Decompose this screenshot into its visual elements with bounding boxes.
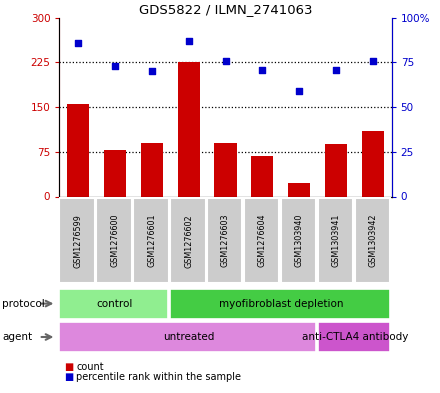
Point bbox=[370, 57, 377, 64]
FancyBboxPatch shape bbox=[318, 198, 353, 283]
Point bbox=[296, 88, 303, 94]
Bar bbox=[251, 156, 274, 196]
Text: ■: ■ bbox=[64, 362, 73, 372]
Bar bbox=[104, 150, 126, 196]
Point bbox=[148, 68, 155, 74]
FancyBboxPatch shape bbox=[170, 198, 205, 283]
Text: untreated: untreated bbox=[163, 332, 214, 342]
Text: GSM1276599: GSM1276599 bbox=[73, 214, 82, 268]
FancyBboxPatch shape bbox=[207, 198, 242, 283]
Bar bbox=[141, 143, 163, 196]
Point bbox=[259, 66, 266, 73]
FancyBboxPatch shape bbox=[59, 198, 95, 283]
Text: GSM1276603: GSM1276603 bbox=[221, 214, 230, 268]
Bar bbox=[325, 144, 347, 196]
Bar bbox=[214, 143, 237, 196]
Text: percentile rank within the sample: percentile rank within the sample bbox=[76, 372, 241, 382]
Bar bbox=[362, 131, 384, 196]
Point bbox=[333, 66, 340, 73]
Text: ■: ■ bbox=[64, 372, 73, 382]
Text: control: control bbox=[96, 299, 133, 309]
Text: GSM1276602: GSM1276602 bbox=[184, 214, 193, 268]
Bar bbox=[67, 104, 89, 196]
Point bbox=[185, 38, 192, 44]
FancyBboxPatch shape bbox=[244, 198, 279, 283]
FancyBboxPatch shape bbox=[281, 198, 316, 283]
Title: GDS5822 / ILMN_2741063: GDS5822 / ILMN_2741063 bbox=[139, 4, 312, 17]
Text: myofibroblast depletion: myofibroblast depletion bbox=[219, 299, 343, 309]
Text: agent: agent bbox=[2, 332, 32, 342]
Bar bbox=[177, 62, 200, 196]
Point bbox=[111, 63, 118, 69]
Text: protocol: protocol bbox=[2, 299, 45, 309]
Point bbox=[74, 40, 81, 46]
FancyBboxPatch shape bbox=[355, 198, 390, 283]
FancyBboxPatch shape bbox=[59, 322, 316, 352]
Text: GSM1303942: GSM1303942 bbox=[369, 214, 378, 268]
FancyBboxPatch shape bbox=[133, 198, 169, 283]
Text: GSM1303940: GSM1303940 bbox=[295, 214, 304, 267]
Bar bbox=[288, 184, 310, 196]
Text: anti-CTLA4 antibody: anti-CTLA4 antibody bbox=[301, 332, 408, 342]
FancyBboxPatch shape bbox=[170, 288, 390, 319]
Text: GSM1276604: GSM1276604 bbox=[258, 214, 267, 268]
Text: GSM1276600: GSM1276600 bbox=[110, 214, 119, 268]
Text: count: count bbox=[76, 362, 104, 372]
FancyBboxPatch shape bbox=[59, 288, 168, 319]
FancyBboxPatch shape bbox=[318, 322, 390, 352]
Text: GSM1276601: GSM1276601 bbox=[147, 214, 156, 268]
Point bbox=[222, 57, 229, 64]
Text: GSM1303941: GSM1303941 bbox=[332, 214, 341, 267]
FancyBboxPatch shape bbox=[96, 198, 132, 283]
